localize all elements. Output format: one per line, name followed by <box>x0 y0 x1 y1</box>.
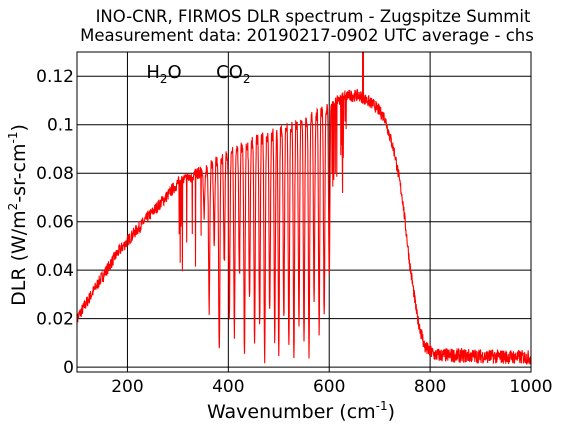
plot-area <box>77 52 531 365</box>
y-axis-label: DLR (W/m2-sr-cm-1) <box>6 124 30 306</box>
y-tick-label: 0.08 <box>36 164 74 184</box>
ticks: 200 400 600 800 1000 0 0.02 0.04 0.06 0.08 0.1 0.12 <box>36 67 552 397</box>
x-tick-label: 800 <box>414 377 446 397</box>
h2o-annotation: H2O <box>146 62 181 86</box>
y-tick-label: 0.06 <box>36 213 74 233</box>
series-dlr-line <box>77 88 531 365</box>
y-tick-label: 0.02 <box>36 310 74 330</box>
x-tick-label: 600 <box>313 377 345 397</box>
y-tick-label: 0 <box>63 358 74 378</box>
chart-subtitle: Measurement data: 20190217-0902 UTC aver… <box>80 26 534 45</box>
chart-title: INO-CNR, FIRMOS DLR spectrum - Zugspitze… <box>96 7 531 26</box>
co2-annotation: CO2 <box>216 62 250 86</box>
annotations: H2O CO2 <box>146 62 250 86</box>
y-tick-label: 0.04 <box>36 261 74 281</box>
plot-frame <box>76 51 532 373</box>
y-tick-label: 0.1 <box>47 116 74 136</box>
y-tick-label: 0.12 <box>36 67 74 87</box>
x-tick-label: 1000 <box>509 377 552 397</box>
x-tick-label: 200 <box>111 377 143 397</box>
x-tick-label: 400 <box>212 377 244 397</box>
x-axis-label: Wavenumber (cm-1) <box>207 399 395 423</box>
